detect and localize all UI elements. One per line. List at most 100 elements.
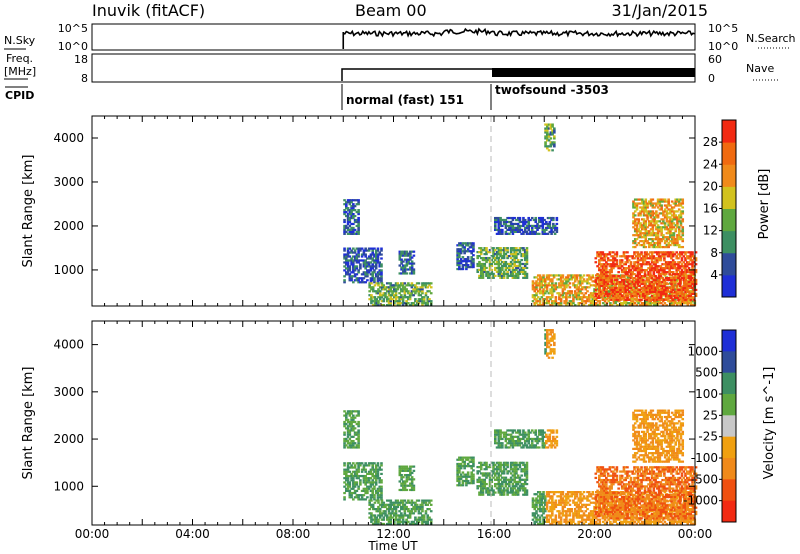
data-cell [538, 499, 542, 502]
data-cell [371, 251, 374, 254]
data-cell [378, 269, 382, 272]
data-cell [396, 520, 400, 523]
data-cell [669, 230, 672, 233]
data-cell [681, 232, 685, 235]
data-cell [682, 271, 686, 274]
data-cell [666, 271, 670, 274]
data-cell [499, 216, 502, 220]
data-cell [656, 242, 660, 245]
data-cell [479, 485, 483, 488]
data-cell [409, 252, 412, 255]
data-cell [353, 489, 357, 493]
data-cell [662, 226, 665, 229]
data-cell [649, 288, 652, 292]
data-cell [504, 262, 508, 266]
data-cell [377, 302, 380, 305]
data-cell [537, 224, 541, 228]
data-cell [502, 487, 506, 490]
data-cell [355, 414, 359, 417]
data-cell [392, 503, 396, 506]
data-cell [551, 294, 554, 297]
data-cell [367, 261, 371, 264]
data-cell [542, 294, 545, 297]
data-cell [511, 262, 515, 266]
data-cell [664, 271, 668, 274]
data-cell [674, 242, 677, 245]
data-cell [520, 262, 523, 266]
data-cell [691, 296, 694, 299]
data-cell [506, 256, 509, 260]
data-cell [488, 493, 492, 496]
data-cell [378, 508, 382, 511]
data-cell [421, 288, 424, 291]
data-cell [415, 300, 419, 303]
data-cell [671, 294, 675, 297]
data-cell [681, 198, 685, 201]
data-cell [652, 282, 656, 286]
data-cell [599, 263, 603, 266]
data-cell [668, 269, 671, 272]
data-cell [634, 265, 638, 268]
data-cell [508, 482, 511, 486]
data-cell [620, 274, 624, 278]
data-cell [674, 282, 677, 285]
data-cell [499, 228, 502, 232]
data-cell [360, 470, 364, 473]
data-cell [626, 286, 629, 290]
data-cell [371, 522, 375, 526]
data-cell [362, 265, 366, 268]
data-cell [364, 273, 367, 276]
data-cell [376, 261, 380, 264]
data-cell [350, 259, 353, 262]
data-cell [632, 240, 635, 243]
data-cell [412, 520, 415, 523]
data-cell [419, 286, 422, 289]
data-cell [403, 272, 407, 275]
data-cell [364, 464, 367, 467]
data-cell [650, 265, 654, 268]
data-cell [568, 278, 572, 281]
data-cell [586, 278, 589, 281]
data-cell [632, 214, 635, 217]
data-cell [355, 224, 359, 228]
data-cell [364, 489, 367, 493]
data-cell [622, 296, 626, 299]
data-cell [499, 489, 502, 492]
data-cell [492, 253, 495, 256]
data-cell [465, 475, 468, 478]
data-cell [633, 251, 636, 254]
data-cell [488, 268, 492, 272]
data-cell [409, 467, 412, 470]
data-cell [494, 474, 497, 477]
data-cell [617, 286, 620, 290]
data-cell [525, 226, 529, 230]
data-cell [543, 284, 547, 287]
data-cell [350, 444, 353, 447]
data-cell [619, 298, 622, 301]
data-cell [403, 465, 407, 468]
data-cell [538, 300, 542, 303]
data-cell [654, 302, 658, 305]
data-cell [343, 209, 346, 212]
data-cell [579, 282, 582, 285]
data-cell [502, 264, 506, 268]
data-cell [572, 294, 575, 297]
data-cell [357, 435, 360, 438]
data-cell [679, 212, 683, 215]
data-cell [456, 484, 459, 487]
data-cell [472, 258, 475, 261]
data-cell [515, 230, 518, 233]
data-cell [601, 269, 605, 272]
data-cell [461, 484, 465, 487]
data-cell [687, 251, 691, 254]
data-cell [407, 484, 410, 487]
data-cell [598, 282, 601, 286]
data-cell [506, 465, 509, 469]
data-cell [613, 253, 617, 256]
data-cell [663, 273, 666, 276]
data-cell [405, 262, 409, 265]
data-cell [353, 205, 357, 208]
data-cell [549, 290, 552, 293]
data-cell [412, 484, 416, 487]
data-cell [682, 278, 686, 282]
